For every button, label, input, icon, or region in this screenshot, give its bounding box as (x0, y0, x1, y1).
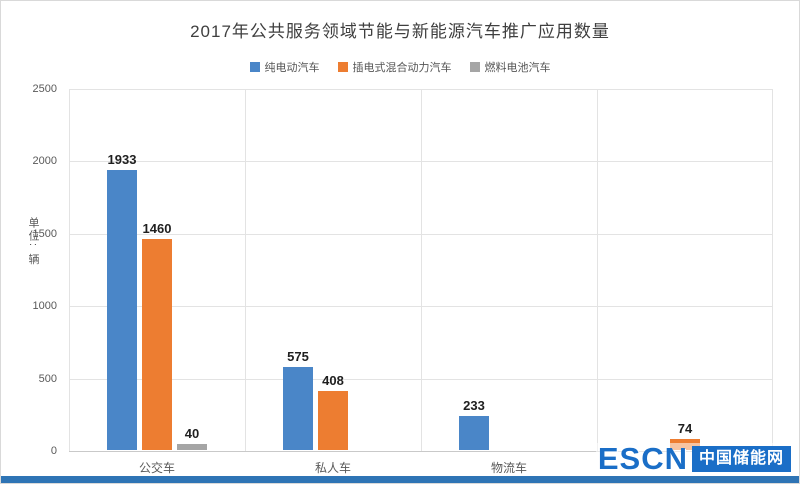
legend-swatch (469, 62, 480, 72)
bar (283, 366, 313, 450)
legend-label: 燃料电池汽车 (484, 62, 551, 74)
y-tick-label: 1000 (32, 300, 57, 313)
gridline-vertical (421, 89, 422, 451)
y-tick-label: 2000 (32, 155, 57, 168)
y-axis: 0 500 1000 1500 2000 2500 (15, 83, 61, 457)
legend-swatch (249, 62, 260, 72)
gridline-vertical (597, 89, 598, 451)
plot-area: 1933 1460 40 575 408 233 74 (69, 89, 773, 452)
x-category-label: 物流车 (490, 461, 527, 475)
y-tick-label: 0 (50, 445, 57, 457)
bar (459, 416, 489, 450)
legend-item: 纯电动汽车 (249, 59, 320, 75)
bar (318, 390, 348, 450)
legend: 纯电动汽车 插电式混合动力汽车 燃料电池汽车 (1, 59, 799, 75)
x-category-label: 私人车 (314, 461, 351, 475)
bar-value-label: 1933 (107, 152, 137, 168)
legend-item: 燃料电池汽车 (469, 59, 551, 75)
escn-logo: ESCN (597, 441, 688, 476)
gridline-vertical (772, 89, 773, 451)
legend-label: 插电式混合动力汽车 (352, 62, 452, 74)
bar (107, 170, 137, 450)
bar-value-label: 1460 (142, 220, 172, 236)
bar (177, 444, 207, 450)
x-category-label: 公交车 (138, 461, 175, 475)
bottom-blue-bar (1, 476, 799, 483)
y-tick-label: 1500 (32, 227, 57, 240)
bar-value-label: 74 (677, 421, 693, 437)
site-name-badge: 中国储能网 (691, 445, 791, 472)
bar-value-label: 233 (463, 398, 485, 414)
bar-value-label: 575 (287, 348, 309, 364)
bar-value-label: 408 (322, 372, 344, 388)
bar (142, 238, 172, 450)
legend-swatch (337, 62, 348, 72)
gridline-horizontal (69, 451, 773, 452)
bar-value-label: 40 (184, 426, 200, 442)
watermark: ESCN 中国储能网 (595, 441, 793, 476)
gridline-vertical (69, 89, 70, 451)
legend-label: 纯电动汽车 (264, 62, 320, 74)
x-axis: 公交车 私人车 物流车 (69, 459, 773, 475)
gridline-vertical (245, 89, 246, 451)
y-tick-label: 2500 (32, 83, 57, 95)
legend-item: 插电式混合动力汽车 (337, 59, 452, 75)
y-axis-unit-label: 单位: 辆 (27, 217, 39, 267)
y-tick-label: 500 (38, 372, 57, 385)
chart-title: 2017年公共服务领域节能与新能源汽车推广应用数量 (190, 22, 610, 41)
